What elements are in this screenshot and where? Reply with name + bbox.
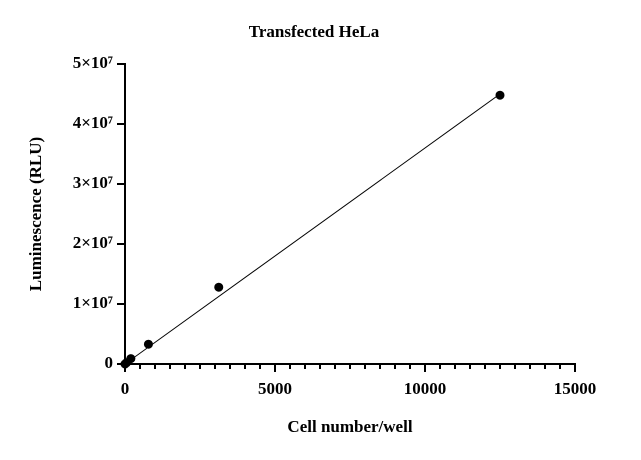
x-tick-label: 10000 bbox=[404, 379, 447, 398]
x-tick-label: 5000 bbox=[258, 379, 292, 398]
x-axis-title: Cell number/well bbox=[287, 417, 412, 436]
y-tick-label: 2×10⁷ bbox=[73, 233, 113, 252]
y-tick-label: 5×10⁷ bbox=[73, 53, 113, 72]
y-axis-title: Luminescence (RLU) bbox=[26, 137, 45, 291]
data-point bbox=[143, 339, 153, 349]
x-tick-label: 0 bbox=[121, 379, 130, 398]
data-point bbox=[126, 354, 136, 364]
y-tick-label: 0 bbox=[105, 353, 114, 372]
y-tick-label: 1×10⁷ bbox=[73, 293, 113, 312]
x-tick-label: 15000 bbox=[554, 379, 597, 398]
data-point bbox=[214, 282, 224, 292]
y-tick-label: 4×10⁷ bbox=[73, 113, 113, 132]
data-point bbox=[495, 90, 505, 100]
y-tick-label: 3×10⁷ bbox=[73, 173, 113, 192]
fit-line bbox=[124, 93, 501, 365]
chart-title: Transfected HeLa bbox=[249, 22, 380, 41]
